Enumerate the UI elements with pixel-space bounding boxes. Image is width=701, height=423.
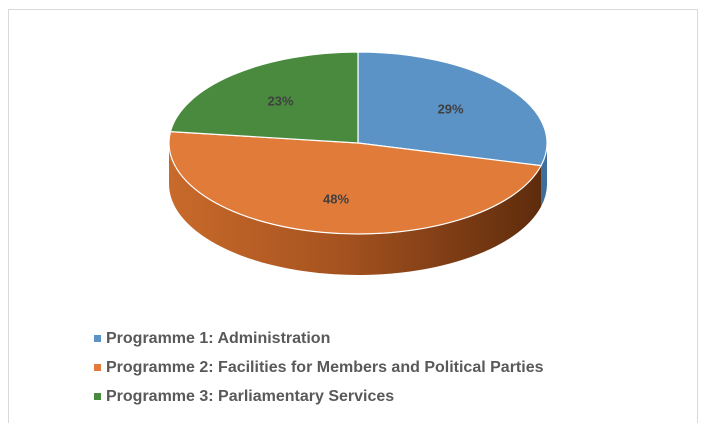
data-label-programme-2: 48%	[323, 191, 349, 206]
legend-item-programme-2: Programme 2: Facilities for Members and …	[94, 353, 543, 382]
legend-swatch-programme-3	[94, 393, 101, 400]
legend-label-programme-1: Programme 1: Administration	[106, 329, 331, 347]
data-label-programme-3: 23%	[267, 94, 293, 109]
pie-slice-programme-1	[357, 51, 548, 167]
legend-label-programme-2: Programme 2: Facilities for Members and …	[106, 358, 544, 376]
legend-swatch-programme-1	[94, 335, 101, 342]
legend-item-programme-3: Programme 3: Parliamentary Services	[94, 382, 543, 411]
pie-side-programme-2	[169, 143, 542, 276]
legend-label-programme-3: Programme 3: Parliamentary Services	[106, 387, 395, 405]
legend: Programme 1: Administration Programme 2:…	[94, 324, 543, 411]
legend-swatch-programme-2	[94, 364, 101, 371]
pie-side-programme-1	[541, 143, 547, 207]
pie-slice-programme-2	[168, 130, 542, 235]
pie-slice-programme-3	[169, 51, 359, 144]
legend-item-programme-1: Programme 1: Administration	[94, 324, 543, 353]
chart-frame	[8, 9, 698, 423]
data-label-programme-1: 29%	[438, 101, 464, 116]
